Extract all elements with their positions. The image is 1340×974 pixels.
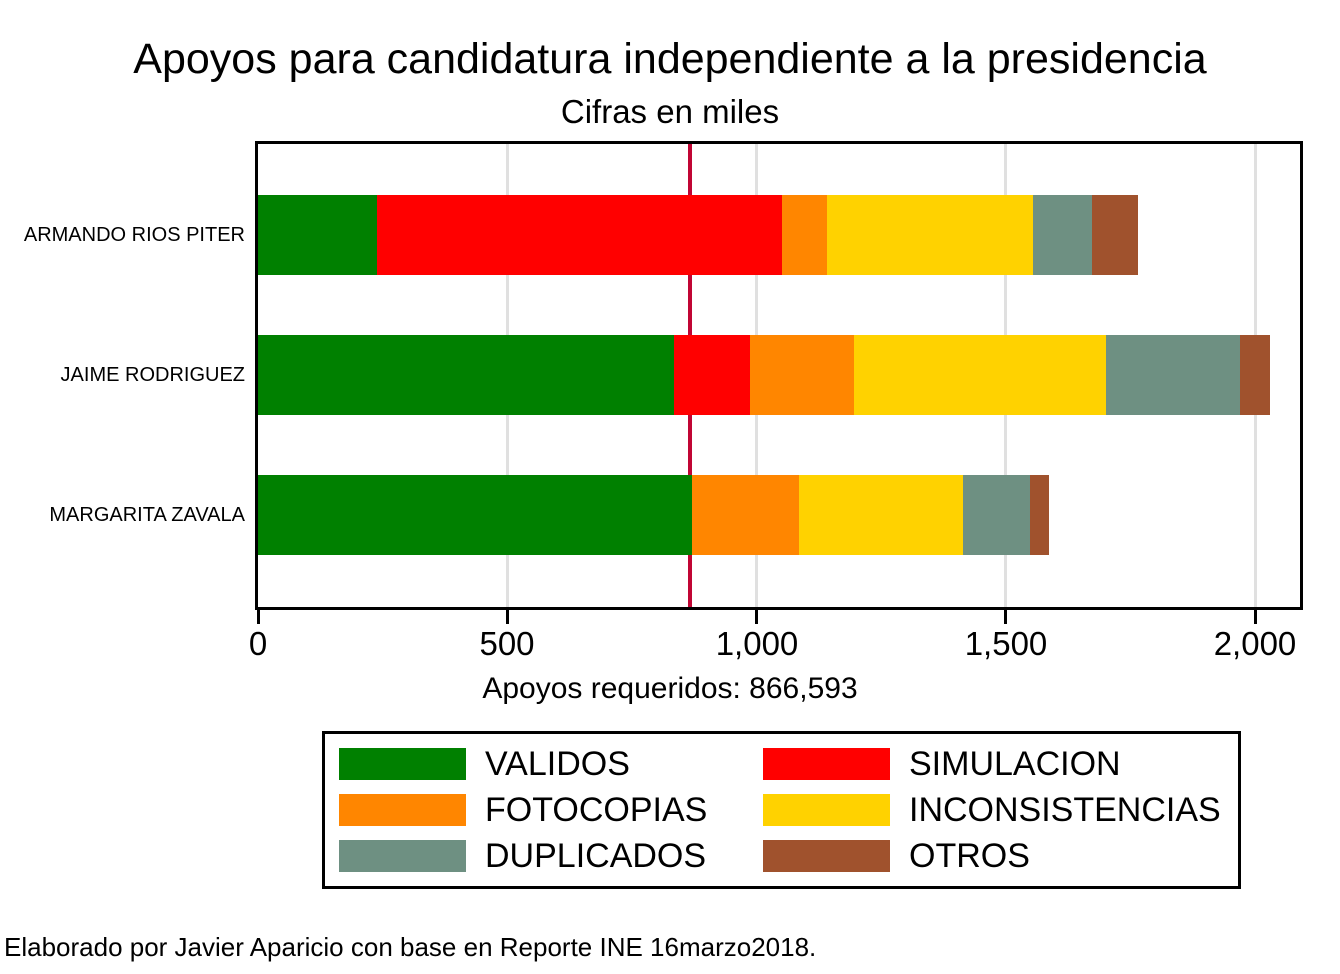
segment-duplicados (963, 475, 1030, 555)
legend-swatch-validos (339, 748, 466, 780)
segment-duplicados (1033, 195, 1092, 275)
legend-item-duplicados: DUPLICADOS (339, 834, 763, 878)
legend-item-fotocopias: FOTOCOPIAS (339, 788, 763, 832)
footer-note: Elaborado por Javier Aparicio con base e… (4, 932, 817, 962)
x-tick-label: 1,000 (715, 625, 799, 662)
segment-validos (258, 195, 377, 275)
bar-jaime-rodriguez (258, 335, 1270, 415)
legend-label: DUPLICADOS (485, 837, 707, 875)
x-tick (1004, 610, 1007, 624)
category-label: JAIME RODRIGUEZ (60, 364, 245, 386)
legend-swatch-otros (763, 840, 890, 872)
legend-item-otros: OTROS (763, 834, 1238, 878)
legend-box: VALIDOS SIMULACION FOTOCOPIAS INCONSISTENCI… (322, 731, 1241, 889)
category-label: ARMANDO RIOS PITER (23, 224, 245, 246)
x-tick-label: 2,000 (1213, 625, 1297, 662)
legend-swatch-simulacion (763, 748, 890, 780)
legend-item-simulacion: SIMULACION (763, 742, 1238, 786)
legend-swatch-inconsistencias (763, 794, 890, 826)
x-tick (506, 610, 509, 624)
legend-label: SIMULACION (909, 745, 1121, 783)
legend-swatch-duplicados (339, 840, 466, 872)
segment-otros (1030, 475, 1049, 555)
segment-inconsistencias (827, 195, 1033, 275)
legend-label: INCONSISTENCIAS (909, 791, 1221, 829)
segment-duplicados (1106, 335, 1240, 415)
x-tick-label: 500 (479, 625, 535, 662)
segment-validos (258, 335, 674, 415)
segment-fotocopias (750, 335, 854, 415)
segment-simulacion (377, 195, 782, 275)
chart-title: Apoyos para candidatura independiente a … (133, 35, 1207, 83)
chart-subtitle: Cifras en miles (560, 93, 780, 130)
plot-area (255, 141, 1303, 610)
legend-label: OTROS (909, 837, 1030, 875)
category-label: MARGARITA ZAVALA (49, 504, 245, 526)
x-tick (257, 610, 260, 624)
legend-item-validos: VALIDOS (339, 742, 763, 786)
segment-otros (1092, 195, 1138, 275)
x-tick-label: 1,500 (964, 625, 1048, 662)
legend-swatch-fotocopias (339, 794, 466, 826)
x-tick (1254, 610, 1257, 624)
x-axis-title: Apoyos requeridos: 866,593 (482, 672, 858, 705)
legend-item-inconsistencias: INCONSISTENCIAS (763, 788, 1238, 832)
x-tick-label: 0 (248, 625, 268, 662)
x-tick (755, 610, 758, 624)
segment-fotocopias (782, 195, 827, 275)
segment-validos (258, 475, 692, 555)
legend-label: FOTOCOPIAS (485, 791, 708, 829)
segment-inconsistencias (799, 475, 963, 555)
segment-inconsistencias (854, 335, 1106, 415)
segment-otros (1240, 335, 1270, 415)
segment-simulacion (674, 335, 750, 415)
legend-label: VALIDOS (485, 745, 630, 783)
segment-fotocopias (692, 475, 799, 555)
bar-margarita-zavala (258, 475, 1049, 555)
bar-armando-rios-piter (258, 195, 1138, 275)
